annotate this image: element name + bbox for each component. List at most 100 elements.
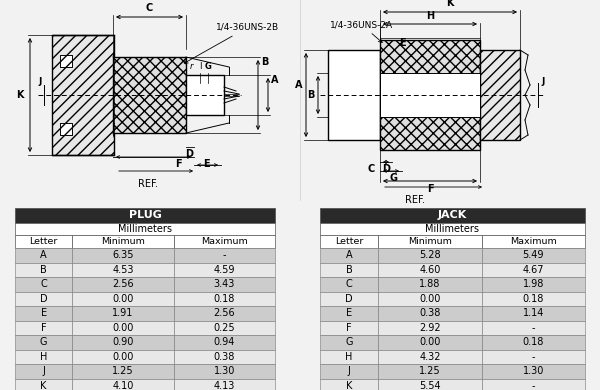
- Text: G: G: [390, 173, 398, 183]
- Bar: [15, 235, 72, 248]
- Text: D: D: [346, 294, 353, 304]
- Text: I: I: [199, 62, 201, 71]
- Bar: [482, 321, 585, 335]
- Text: 0.38: 0.38: [419, 308, 440, 318]
- Text: 0.00: 0.00: [112, 294, 134, 304]
- Bar: [15, 364, 72, 379]
- Bar: [320, 364, 379, 379]
- Text: K: K: [17, 90, 24, 100]
- Text: A: A: [271, 75, 278, 85]
- Bar: [379, 321, 482, 335]
- Bar: [72, 235, 173, 248]
- Bar: [15, 335, 72, 349]
- Text: H: H: [426, 11, 434, 21]
- Bar: [379, 248, 482, 262]
- Text: Minimum: Minimum: [408, 237, 452, 246]
- Text: K: K: [40, 381, 47, 390]
- Bar: [320, 248, 379, 262]
- Text: G: G: [205, 62, 211, 71]
- Bar: [113, 57, 186, 133]
- Text: Minimum: Minimum: [101, 237, 145, 246]
- Text: B: B: [346, 265, 353, 275]
- Text: -: -: [532, 352, 535, 362]
- Bar: [15, 306, 72, 321]
- Bar: [15, 277, 72, 291]
- Text: 1.98: 1.98: [523, 279, 544, 289]
- Text: J: J: [38, 76, 42, 85]
- Text: 4.67: 4.67: [523, 265, 544, 275]
- Text: 1.91: 1.91: [112, 308, 134, 318]
- Text: 1.88: 1.88: [419, 279, 440, 289]
- Text: 4.59: 4.59: [214, 265, 235, 275]
- Text: E: E: [346, 308, 352, 318]
- Bar: [379, 349, 482, 364]
- Text: 2.92: 2.92: [419, 323, 441, 333]
- Text: A: A: [295, 80, 302, 90]
- Bar: [480, 50, 520, 140]
- Bar: [173, 364, 275, 379]
- Bar: [482, 291, 585, 306]
- Bar: [380, 40, 480, 150]
- Text: G: G: [346, 337, 353, 347]
- Text: REF.: REF.: [138, 179, 158, 189]
- Bar: [72, 291, 173, 306]
- Bar: [320, 291, 379, 306]
- Bar: [379, 277, 482, 291]
- Bar: [482, 235, 585, 248]
- Bar: [72, 379, 173, 390]
- Text: 1.25: 1.25: [419, 366, 441, 376]
- Bar: [72, 349, 173, 364]
- Bar: [15, 262, 72, 277]
- Bar: [173, 349, 275, 364]
- Bar: [72, 248, 173, 262]
- Text: D: D: [40, 294, 47, 304]
- Text: -: -: [532, 323, 535, 333]
- Text: C: C: [146, 3, 153, 13]
- Bar: [320, 321, 379, 335]
- Bar: [52, 35, 114, 155]
- Text: 0.25: 0.25: [214, 323, 235, 333]
- Bar: [320, 349, 379, 364]
- Bar: [72, 277, 173, 291]
- Text: 3.43: 3.43: [214, 279, 235, 289]
- Text: -: -: [532, 381, 535, 390]
- Text: J: J: [348, 366, 350, 376]
- Bar: [379, 335, 482, 349]
- Bar: [113, 57, 186, 133]
- Bar: [380, 73, 480, 117]
- Text: 1.25: 1.25: [112, 366, 134, 376]
- Text: 4.13: 4.13: [214, 381, 235, 390]
- Bar: [482, 248, 585, 262]
- Bar: [52, 35, 114, 155]
- Bar: [173, 262, 275, 277]
- Text: A: A: [346, 250, 352, 260]
- Bar: [60, 123, 72, 135]
- Bar: [320, 379, 379, 390]
- Text: B: B: [40, 265, 47, 275]
- Text: Maximum: Maximum: [201, 237, 248, 246]
- Bar: [72, 262, 173, 277]
- Text: F: F: [41, 323, 46, 333]
- Bar: [379, 379, 482, 390]
- Bar: [173, 277, 275, 291]
- Bar: [320, 306, 379, 321]
- Bar: [482, 335, 585, 349]
- Text: REF.: REF.: [405, 195, 425, 205]
- Bar: [482, 379, 585, 390]
- Text: K: K: [346, 381, 352, 390]
- Bar: [15, 248, 72, 262]
- Text: 6.35: 6.35: [112, 250, 134, 260]
- Text: 2.56: 2.56: [214, 308, 235, 318]
- Text: 1/4-36UNS-2B: 1/4-36UNS-2B: [184, 23, 279, 63]
- Text: 0.90: 0.90: [112, 337, 134, 347]
- Bar: [482, 262, 585, 277]
- Bar: [186, 75, 224, 115]
- Text: 4.60: 4.60: [419, 265, 440, 275]
- Bar: [173, 291, 275, 306]
- Text: 0.00: 0.00: [112, 352, 134, 362]
- Bar: [379, 235, 482, 248]
- Bar: [60, 55, 72, 67]
- Bar: [173, 248, 275, 262]
- Text: 5.54: 5.54: [419, 381, 441, 390]
- Text: B: B: [308, 90, 315, 100]
